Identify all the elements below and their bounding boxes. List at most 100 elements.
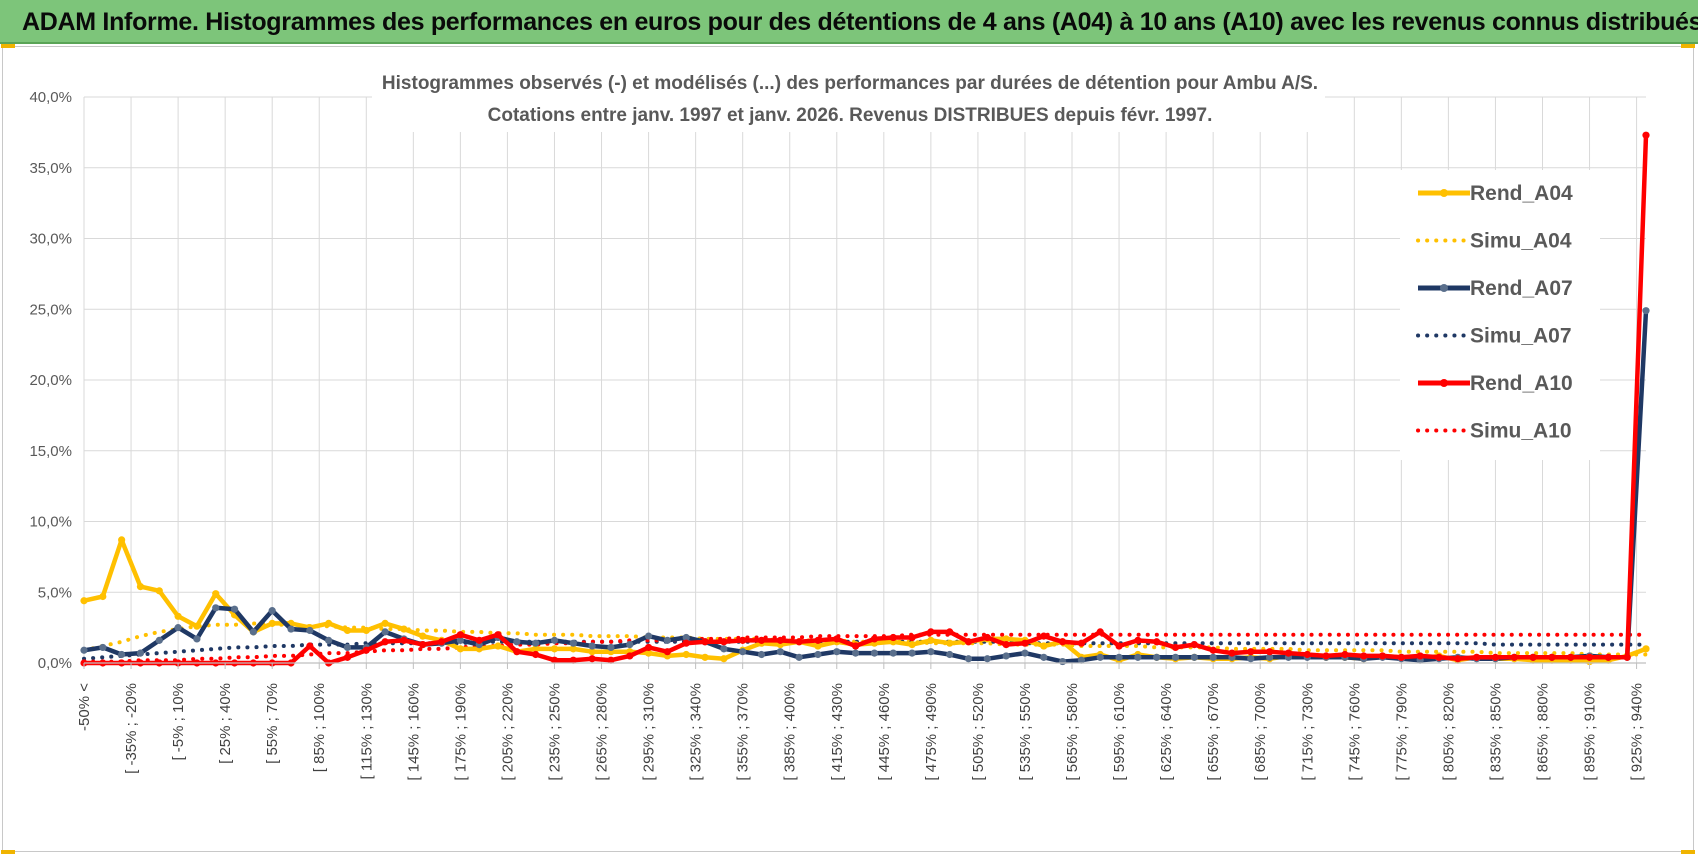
data-point-Rend_A10 (513, 648, 521, 656)
y-tick-label: 25,0% (29, 301, 72, 318)
data-point-Rend_A07 (1040, 653, 1048, 661)
data-point-Rend_A07 (776, 648, 784, 656)
data-point-Rend_A04 (419, 632, 427, 640)
x-tick-label: [ 715% ; 730% (1299, 683, 1316, 781)
x-tick-label: [ 835% ; 850% (1487, 683, 1504, 781)
data-point-Rend_A10 (720, 638, 728, 646)
legend-label-Simu_A04: Simu_A04 (1470, 230, 1572, 253)
chart-legend: Rend_A04 Simu_A04 Rend_A07 Simu_A07 Rend_A10… (1400, 170, 1600, 460)
data-point-Rend_A07 (155, 636, 163, 644)
data-point-Rend_A10 (739, 636, 747, 644)
series-Simu_A04 (82, 621, 1648, 657)
data-point-Rend_A10 (757, 636, 766, 644)
data-point-Rend_A07 (1171, 653, 1180, 661)
data-point-Rend_A07 (118, 650, 126, 659)
data-point-Rend_A07 (1021, 649, 1029, 657)
x-tick-label: [ 175% ; 190% (452, 683, 469, 781)
data-point-Rend_A04 (569, 645, 577, 653)
y-tick-label: 15,0% (29, 443, 72, 460)
data-point-Rend_A07 (644, 632, 653, 640)
y-tick-label: 5,0% (38, 584, 72, 601)
data-point-Rend_A04 (193, 622, 201, 630)
data-point-Rend_A10 (343, 653, 352, 661)
data-point-Rend_A10 (795, 638, 803, 646)
data-point-Rend_A04 (456, 645, 464, 653)
data-point-Rend_A04 (1040, 642, 1048, 650)
series-line-Simu_A04 (82, 621, 1648, 657)
data-point-Rend_A07 (249, 628, 257, 636)
data-point-Rend_A07 (1266, 653, 1274, 661)
data-point-Rend_A07 (212, 604, 220, 612)
data-point-Rend_A10 (1529, 653, 1537, 661)
series-Simu_A10 (82, 632, 1648, 664)
data-point-Rend_A10 (1378, 652, 1387, 660)
data-point-Rend_A10 (1284, 649, 1293, 657)
x-tick-label: [ 895% ; 910% (1582, 683, 1599, 781)
data-point-Rend_A04 (927, 636, 935, 644)
data-point-Rend_A07 (381, 628, 389, 636)
x-tick-label: [ 385% ; 400% (782, 683, 799, 781)
data-point-Rend_A10 (1134, 636, 1142, 644)
series-Rend_A10 (80, 131, 1650, 667)
data-point-Rend_A10 (1040, 632, 1048, 640)
data-point-Rend_A10 (607, 656, 615, 664)
data-point-Rend_A10 (1360, 652, 1368, 660)
data-point-Rend_A07 (99, 643, 107, 652)
x-tick-label: [ 85% ; 100% (311, 683, 328, 772)
data-point-Rend_A04 (212, 590, 220, 598)
x-tick-label: [ 655% ; 670% (1205, 683, 1222, 781)
x-tick-label: [ 145% ; 160% (405, 683, 422, 781)
data-point-Rend_A10 (1510, 653, 1518, 661)
data-point-Rend_A10 (569, 656, 577, 664)
data-point-Rend_A10 (1341, 650, 1349, 659)
data-point-Rend_A07 (174, 624, 182, 632)
legend-marker-Rend_A10 (1440, 379, 1448, 387)
data-point-Rend_A07 (870, 649, 879, 657)
data-point-Rend_A07 (306, 626, 314, 635)
data-point-Rend_A07 (136, 649, 145, 657)
x-tick-label: [ 535% ; 550% (1017, 683, 1034, 781)
data-point-Rend_A10 (927, 628, 935, 636)
data-point-Rend_A04 (494, 642, 502, 650)
x-tick-label: [ 55% ; 70% (264, 683, 281, 764)
data-point-Rend_A04 (682, 650, 690, 659)
data-point-Rend_A07 (1059, 657, 1067, 666)
data-point-Rend_A10 (682, 639, 690, 647)
data-point-Rend_A07 (682, 633, 690, 642)
data-point-Rend_A07 (268, 607, 276, 615)
x-tick-label: [ 25% ; 40% (217, 683, 234, 764)
data-point-Rend_A10 (663, 648, 671, 656)
data-point-Rend_A10 (908, 633, 916, 642)
corner-accent-bottom-left (1, 850, 15, 854)
data-point-Rend_A10 (1096, 628, 1104, 636)
data-point-Rend_A07 (230, 605, 239, 613)
x-tick-label: [ 295% ; 310% (641, 683, 658, 781)
x-tick-label: [ 505% ; 520% (970, 683, 987, 781)
x-tick-label: [ 925% ; 940% (1629, 683, 1646, 781)
data-point-Rend_A10 (776, 636, 784, 644)
series-line-Simu_A10 (82, 632, 1648, 664)
data-point-Rend_A07 (1077, 656, 1086, 664)
data-point-Rend_A10 (983, 633, 991, 642)
x-tick-label: [ 865% ; 880% (1534, 683, 1551, 781)
y-tick-label: 40,0% (29, 89, 72, 106)
report-title: ADAM Informe. Histogrammes des performan… (22, 8, 1698, 36)
data-point-Rend_A07 (964, 655, 973, 663)
data-point-Rend_A04 (908, 641, 916, 649)
data-point-Rend_A07 (946, 650, 954, 659)
data-point-Rend_A04 (532, 645, 540, 653)
legend-marker-Rend_A07 (1440, 284, 1448, 292)
data-point-Rend_A10 (1190, 641, 1198, 649)
x-tick-label: [ 625% ; 640% (1158, 683, 1175, 781)
corner-accent-top-left (1, 44, 15, 48)
data-point-Rend_A10 (1473, 653, 1481, 661)
x-tick-label: [ 235% ; 250% (546, 683, 563, 781)
legend-label-Rend_A07: Rend_A07 (1470, 277, 1573, 300)
data-point-Rend_A07 (569, 639, 577, 647)
data-point-Rend_A07 (626, 641, 634, 649)
data-point-Rend_A10 (419, 641, 427, 649)
data-point-Rend_A04 (701, 653, 709, 661)
data-point-Rend_A04 (118, 536, 126, 544)
chart-title-background (372, 66, 1325, 132)
data-point-Rend_A07 (1209, 653, 1217, 661)
